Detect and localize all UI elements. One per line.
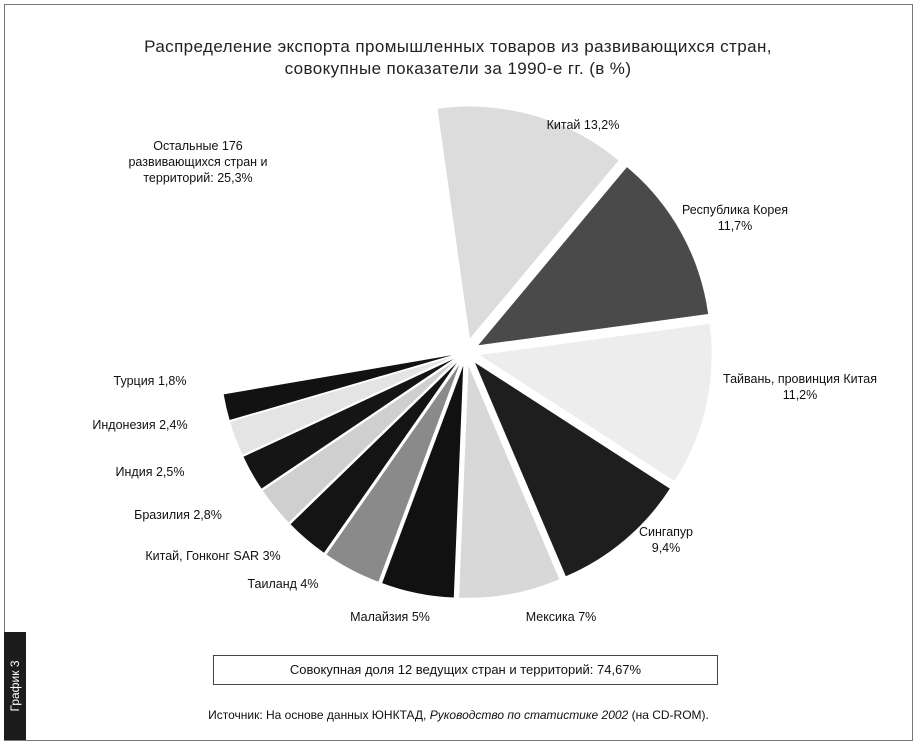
category-label: Остальные 176 развивающихся стран и терр…	[128, 139, 268, 185]
slice-label: Малайзия 5%	[330, 609, 450, 625]
slice-label: Мексика 7%	[501, 609, 621, 625]
slice	[262, 360, 456, 523]
value-label: 2,5%	[155, 465, 185, 479]
category-label: Тайвань, провинция Китая	[723, 372, 877, 386]
category-label: Мексика	[525, 610, 575, 624]
value-label: 7%	[578, 610, 597, 624]
category-label: Индия	[115, 465, 153, 479]
category-label: Сингапур	[639, 525, 693, 539]
note: Совокупная доля 12 ведущих стран и терри…	[213, 655, 718, 685]
value-label: 13,2%	[583, 118, 620, 132]
source-prefix: Источник: На основе данных ЮНКТАД,	[208, 708, 427, 722]
source-title: Руководство по статистике 2002	[429, 708, 629, 722]
slice	[243, 358, 454, 489]
value-label: 25,3%	[217, 171, 253, 185]
value-label: 3%	[262, 549, 281, 563]
category-label: Китай, Гонконг SAR	[145, 549, 260, 563]
value-label: 1,8%	[157, 374, 187, 388]
category-label: Китай	[546, 118, 581, 132]
slice	[437, 106, 619, 339]
value-label: 11,2%	[782, 388, 818, 402]
slice	[479, 323, 712, 481]
slice-label: Бразилия 2,8%	[108, 507, 248, 523]
slice-label: Индия 2,5%	[90, 464, 210, 480]
category-label: Бразилия	[134, 508, 190, 522]
slice	[382, 365, 464, 598]
slice-label: Остальные 176 развивающихся стран и терр…	[123, 138, 273, 186]
slice	[475, 362, 670, 577]
slice	[326, 364, 460, 582]
value-label: 9,4%	[651, 541, 681, 555]
slice-label: Тайвань, провинция Китая 11,2%	[720, 371, 880, 403]
value-label: 5%	[411, 610, 430, 624]
value-label: 4%	[300, 577, 319, 591]
value-label: 2,4%	[159, 418, 188, 432]
category-label: Малайзия	[350, 610, 409, 624]
frame	[4, 4, 913, 741]
slice	[222, 114, 455, 383]
value-label: 11,7%	[717, 219, 753, 233]
slice-label: Индонезия 2,4%	[65, 417, 215, 433]
side-label: График 3	[8, 660, 22, 712]
side-tab: График 3	[4, 632, 26, 740]
slice-label: Таиланд 4%	[223, 576, 343, 592]
chart-title: Распределение экспорта промышленных това…	[144, 37, 772, 78]
slice-label: Китай 13,2%	[543, 117, 623, 133]
slice	[478, 167, 709, 346]
category-label: Таиланд	[247, 577, 297, 591]
slice	[459, 365, 560, 598]
slice	[290, 362, 457, 553]
category-label: Турция	[113, 374, 155, 388]
slice-label: Турция 1,8%	[75, 373, 225, 389]
slice	[230, 356, 453, 455]
category-label: Индонезия	[92, 418, 156, 432]
value-label: 2,8%	[193, 508, 222, 522]
source-suffix: (на CD-ROM).	[631, 708, 709, 722]
category-label: Республика Корея	[681, 203, 789, 217]
slice-label: Сингапур 9,4%	[626, 524, 706, 556]
source: Источник: На основе данных ЮНКТАД, Руков…	[0, 708, 917, 722]
slice	[223, 355, 453, 421]
slice-label: Китай, Гонконг SAR 3%	[138, 548, 288, 564]
slice-label: Республика Корея 11,7%	[665, 202, 805, 234]
